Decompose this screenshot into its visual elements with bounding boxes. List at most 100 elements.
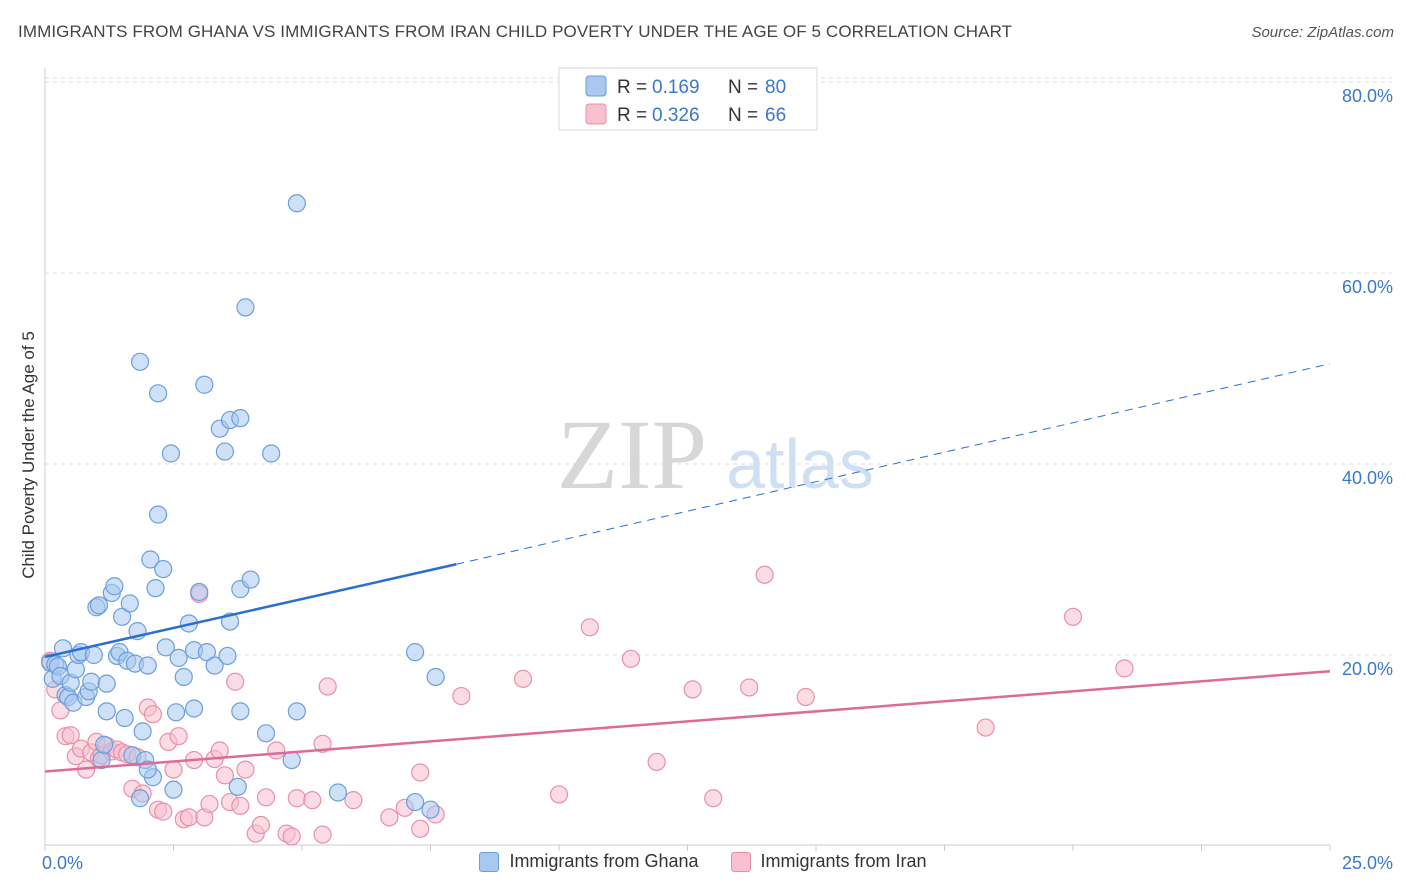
iran-point: [755, 565, 774, 584]
iran-point: [683, 680, 702, 699]
iran-point: [313, 825, 332, 844]
iran-point: [287, 789, 306, 808]
iran-point: [621, 649, 641, 668]
iran-point: [796, 687, 815, 707]
ghana-point: [426, 667, 445, 687]
iran-point: [267, 741, 286, 760]
source-credit: Source: ZipAtlas.com: [1251, 24, 1394, 41]
iran-point: [452, 686, 471, 706]
ghana-point: [141, 550, 160, 569]
iran-point: [303, 791, 322, 810]
iran-point: [215, 766, 234, 785]
ghana-point: [120, 594, 139, 613]
legend-item-ghana[interactable]: Immigrants from Ghana: [479, 851, 699, 872]
iran-point: [740, 678, 759, 697]
ghana-point: [97, 702, 116, 721]
ghana-point: [231, 702, 250, 721]
watermark-atlas: atlas: [726, 425, 874, 503]
ghana-point: [166, 703, 186, 722]
legend-n-value-ghana: 80: [765, 77, 786, 98]
ghana-point: [130, 352, 150, 371]
iran-point: [256, 788, 276, 807]
ghana-point: [205, 656, 224, 675]
legend-bottom: Immigrants from Ghana Immigrants from Ir…: [0, 851, 1406, 872]
ghana-point: [231, 409, 250, 428]
iran-point: [236, 760, 255, 779]
watermark: ZIP atlas: [557, 399, 874, 510]
ghana-point: [138, 656, 157, 675]
ghana-point: [82, 672, 101, 691]
iran-point: [513, 669, 533, 688]
ghana-point: [184, 699, 204, 718]
iran-point: [549, 785, 569, 804]
ghana-trend-extension: [456, 363, 1331, 565]
legend-n-label-iran: N =: [728, 105, 758, 126]
ghana-trend-line: [44, 563, 457, 659]
tick-labels: 20.0% 40.0% 60.0% 80.0% 0.0% 25.0%: [42, 86, 1393, 873]
ghana-point: [228, 777, 247, 796]
iran-point: [313, 734, 332, 753]
iran-point: [226, 672, 245, 691]
iran-point: [143, 705, 163, 724]
ghana-point: [138, 760, 157, 779]
y-tick-label: 60.0%: [1342, 277, 1393, 297]
legend-r-value-ghana: 0.169: [652, 77, 700, 98]
ghana-point: [133, 722, 152, 741]
ghana-point: [148, 505, 168, 524]
ghana-point: [282, 750, 301, 770]
ghana-point: [115, 708, 134, 728]
ghana-point: [236, 298, 255, 317]
ghana-point: [190, 582, 209, 602]
iran-point: [1063, 607, 1083, 626]
ghana-point: [215, 442, 234, 461]
ghana-points: [41, 194, 445, 819]
iran-point: [976, 718, 995, 737]
iran-points: [41, 565, 1134, 846]
x-tick-label: 25.0%: [1342, 853, 1393, 873]
grid-lines: [45, 77, 1392, 656]
iran-point: [411, 763, 430, 782]
legend-swatch-ghana: [585, 75, 607, 97]
iran-point: [251, 815, 270, 835]
iran-point: [282, 827, 301, 846]
ghana-point: [169, 648, 188, 667]
legend-label-iran: Immigrants from Iran: [760, 851, 927, 871]
ghana-point: [262, 444, 281, 463]
ghana-point: [405, 792, 425, 812]
ghana-point: [241, 570, 260, 589]
ghana-point: [421, 800, 440, 819]
legend-r-label-ghana: R =: [617, 77, 647, 98]
ghana-point: [95, 735, 114, 754]
ghana-point: [164, 780, 183, 799]
ghana-point: [161, 444, 181, 463]
ghana-point: [148, 384, 168, 403]
ghana-point: [328, 783, 348, 802]
iran-point: [61, 726, 80, 745]
ghana-point: [146, 579, 165, 598]
iran-point: [231, 796, 250, 815]
iran-point: [154, 802, 173, 821]
iran-trend-line: [44, 669, 1331, 773]
ghana-point: [195, 375, 214, 394]
iran-point: [318, 677, 337, 696]
iran-point: [169, 727, 188, 746]
trend-lines: [44, 363, 1331, 773]
legend-r-value-iran: 0.326: [652, 105, 700, 126]
ghana-point: [97, 674, 116, 693]
ghana-point: [112, 607, 132, 626]
y-tick-label: 40.0%: [1342, 468, 1393, 488]
ghana-point: [174, 667, 193, 687]
y-tick-label: 80.0%: [1342, 86, 1393, 106]
legend-item-iran[interactable]: Immigrants from Iran: [730, 851, 927, 872]
iran-point: [344, 791, 363, 810]
y-tick-label: 20.0%: [1342, 659, 1393, 679]
ghana-point: [154, 559, 173, 579]
ghana-point: [256, 724, 276, 743]
legend-n-value-iran: 66: [765, 105, 786, 126]
chart-title: IMMIGRANTS FROM GHANA VS IMMIGRANTS FROM…: [18, 22, 1013, 41]
ghana-point: [84, 645, 103, 665]
ghana-point: [287, 702, 306, 721]
legend-n-label-ghana: N =: [728, 77, 758, 98]
axes: [44, 68, 1331, 851]
